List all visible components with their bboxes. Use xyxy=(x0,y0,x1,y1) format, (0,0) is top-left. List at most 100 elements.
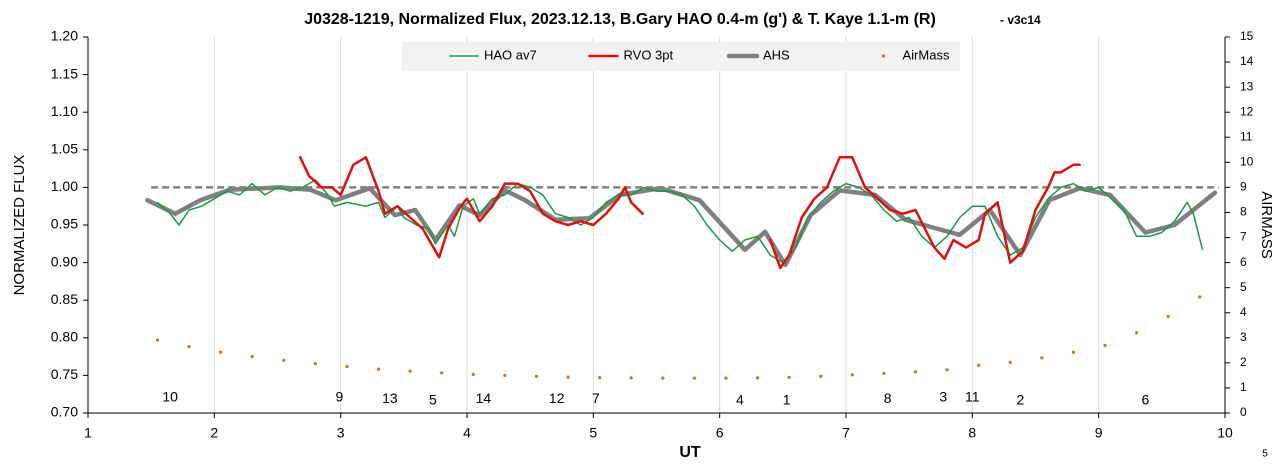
airmass-point xyxy=(1198,295,1202,299)
airmass-point xyxy=(345,365,349,369)
airmass-point xyxy=(661,376,665,380)
chart-title-suffix: - v3c14 xyxy=(1000,13,1041,27)
airmass-point xyxy=(187,344,191,349)
y2-tick-label: 9 xyxy=(1240,180,1247,194)
y-axis-label: NORMALIZED FLUX xyxy=(11,155,28,296)
airmass-point xyxy=(1071,350,1075,354)
airmass-point xyxy=(503,373,507,377)
y2-tick-label: 1 xyxy=(1240,380,1247,394)
legend-label: AirMass xyxy=(903,47,950,62)
y2-tick-label: 6 xyxy=(1240,255,1247,269)
y-tick-label: 0.90 xyxy=(51,253,78,269)
legend-label: HAO av7 xyxy=(484,47,537,62)
y-tick-label: 1.05 xyxy=(51,141,78,157)
annotation: 8 xyxy=(884,390,892,406)
annotation: 11 xyxy=(965,389,980,405)
y2-axis-label: AIRMASS xyxy=(1258,191,1275,259)
y-tick-label: 0.80 xyxy=(51,329,78,345)
airmass-point xyxy=(534,374,539,379)
y2-tick-label: 11 xyxy=(1240,129,1253,143)
airmass-point xyxy=(440,371,444,375)
corner-label: 5 xyxy=(1262,449,1268,460)
annotation: 9 xyxy=(336,389,344,405)
airmass-point xyxy=(629,376,633,380)
y-tick-label: 1.20 xyxy=(51,28,78,44)
airmass-point xyxy=(598,376,602,380)
airmass-point xyxy=(313,362,317,366)
y2-tick-label: 7 xyxy=(1240,230,1247,244)
annotation: 12 xyxy=(549,390,565,406)
annotation: 10 xyxy=(162,389,178,405)
x-tick-label: 1 xyxy=(84,425,92,441)
airmass-point xyxy=(376,367,381,371)
airmass-point xyxy=(977,363,981,367)
annotation: 14 xyxy=(476,390,492,406)
y2-tick-label: 8 xyxy=(1240,205,1247,219)
y-tick-label: 0.75 xyxy=(51,366,78,382)
y2-tick-label: 2 xyxy=(1240,355,1247,369)
x-tick-label: 9 xyxy=(1095,425,1103,441)
y2-tick-label: 5 xyxy=(1240,280,1247,294)
airmass-point xyxy=(219,350,223,354)
annotation: 2 xyxy=(1016,392,1024,408)
y-tick-label: 1.00 xyxy=(51,178,78,194)
x-tick-label: 4 xyxy=(463,425,471,441)
airmass-point xyxy=(692,376,697,380)
x-tick-label: 10 xyxy=(1217,425,1233,441)
series-line xyxy=(768,156,1081,270)
chart-title: J0328-1219, Normalized Flux, 2023.12.13,… xyxy=(304,11,936,28)
airmass-point xyxy=(850,373,854,377)
airmass-point xyxy=(819,374,823,379)
x-axis-label: UT xyxy=(679,444,701,461)
y-tick-label: 0.95 xyxy=(51,216,78,232)
legend-swatch xyxy=(881,54,886,58)
y2-tick-label: 12 xyxy=(1240,104,1254,118)
airmass-point xyxy=(1134,331,1139,335)
airmass-point xyxy=(282,358,286,362)
y-tick-label: 1.15 xyxy=(51,65,78,81)
annotation: 6 xyxy=(1142,392,1150,408)
annotation: 13 xyxy=(382,390,398,406)
x-tick-label: 2 xyxy=(210,425,218,441)
airmass-point xyxy=(408,369,412,373)
airmass-point xyxy=(724,376,728,380)
airmass-point xyxy=(471,372,475,376)
airmass-point xyxy=(1008,360,1012,364)
airmass-point xyxy=(945,368,949,372)
annotation: 4 xyxy=(736,392,744,408)
y-tick-label: 1.10 xyxy=(51,103,78,119)
legend-box xyxy=(402,42,960,71)
airmass-point xyxy=(1166,314,1170,319)
x-tick-label: 3 xyxy=(337,425,345,441)
airmass-point xyxy=(882,371,886,375)
y-tick-label: 0.85 xyxy=(51,291,78,307)
y2-tick-label: 10 xyxy=(1240,155,1254,169)
annotation: 3 xyxy=(939,389,947,405)
airmass-point xyxy=(1040,356,1044,360)
series-line xyxy=(298,156,644,259)
annotation: 1 xyxy=(783,392,791,408)
y2-tick-label: 13 xyxy=(1240,79,1254,93)
y2-tick-label: 15 xyxy=(1240,29,1254,43)
airmass-point xyxy=(787,375,791,380)
y-tick-label: 0.70 xyxy=(51,404,78,420)
airmass-point xyxy=(1103,343,1107,347)
airmass-point xyxy=(566,375,570,379)
y2-tick-label: 3 xyxy=(1240,330,1247,344)
series-line xyxy=(145,185,1218,268)
y2-tick-label: 0 xyxy=(1240,405,1247,419)
legend-label: AHS xyxy=(763,47,790,62)
airmass-point xyxy=(250,355,254,359)
airmass-point xyxy=(755,376,760,380)
x-tick-label: 7 xyxy=(842,425,850,441)
y2-tick-label: 14 xyxy=(1240,54,1254,68)
airmass-point xyxy=(155,338,160,342)
y2-tick-label: 4 xyxy=(1240,305,1247,319)
legend-label: RVO 3pt xyxy=(624,47,674,62)
annotation: 5 xyxy=(429,392,437,408)
legend: HAO av7 RVO 3pt AHS AirMass xyxy=(402,42,960,71)
x-tick-label: 8 xyxy=(968,425,976,441)
annotation: 7 xyxy=(592,390,600,406)
airmass-point xyxy=(913,370,918,374)
